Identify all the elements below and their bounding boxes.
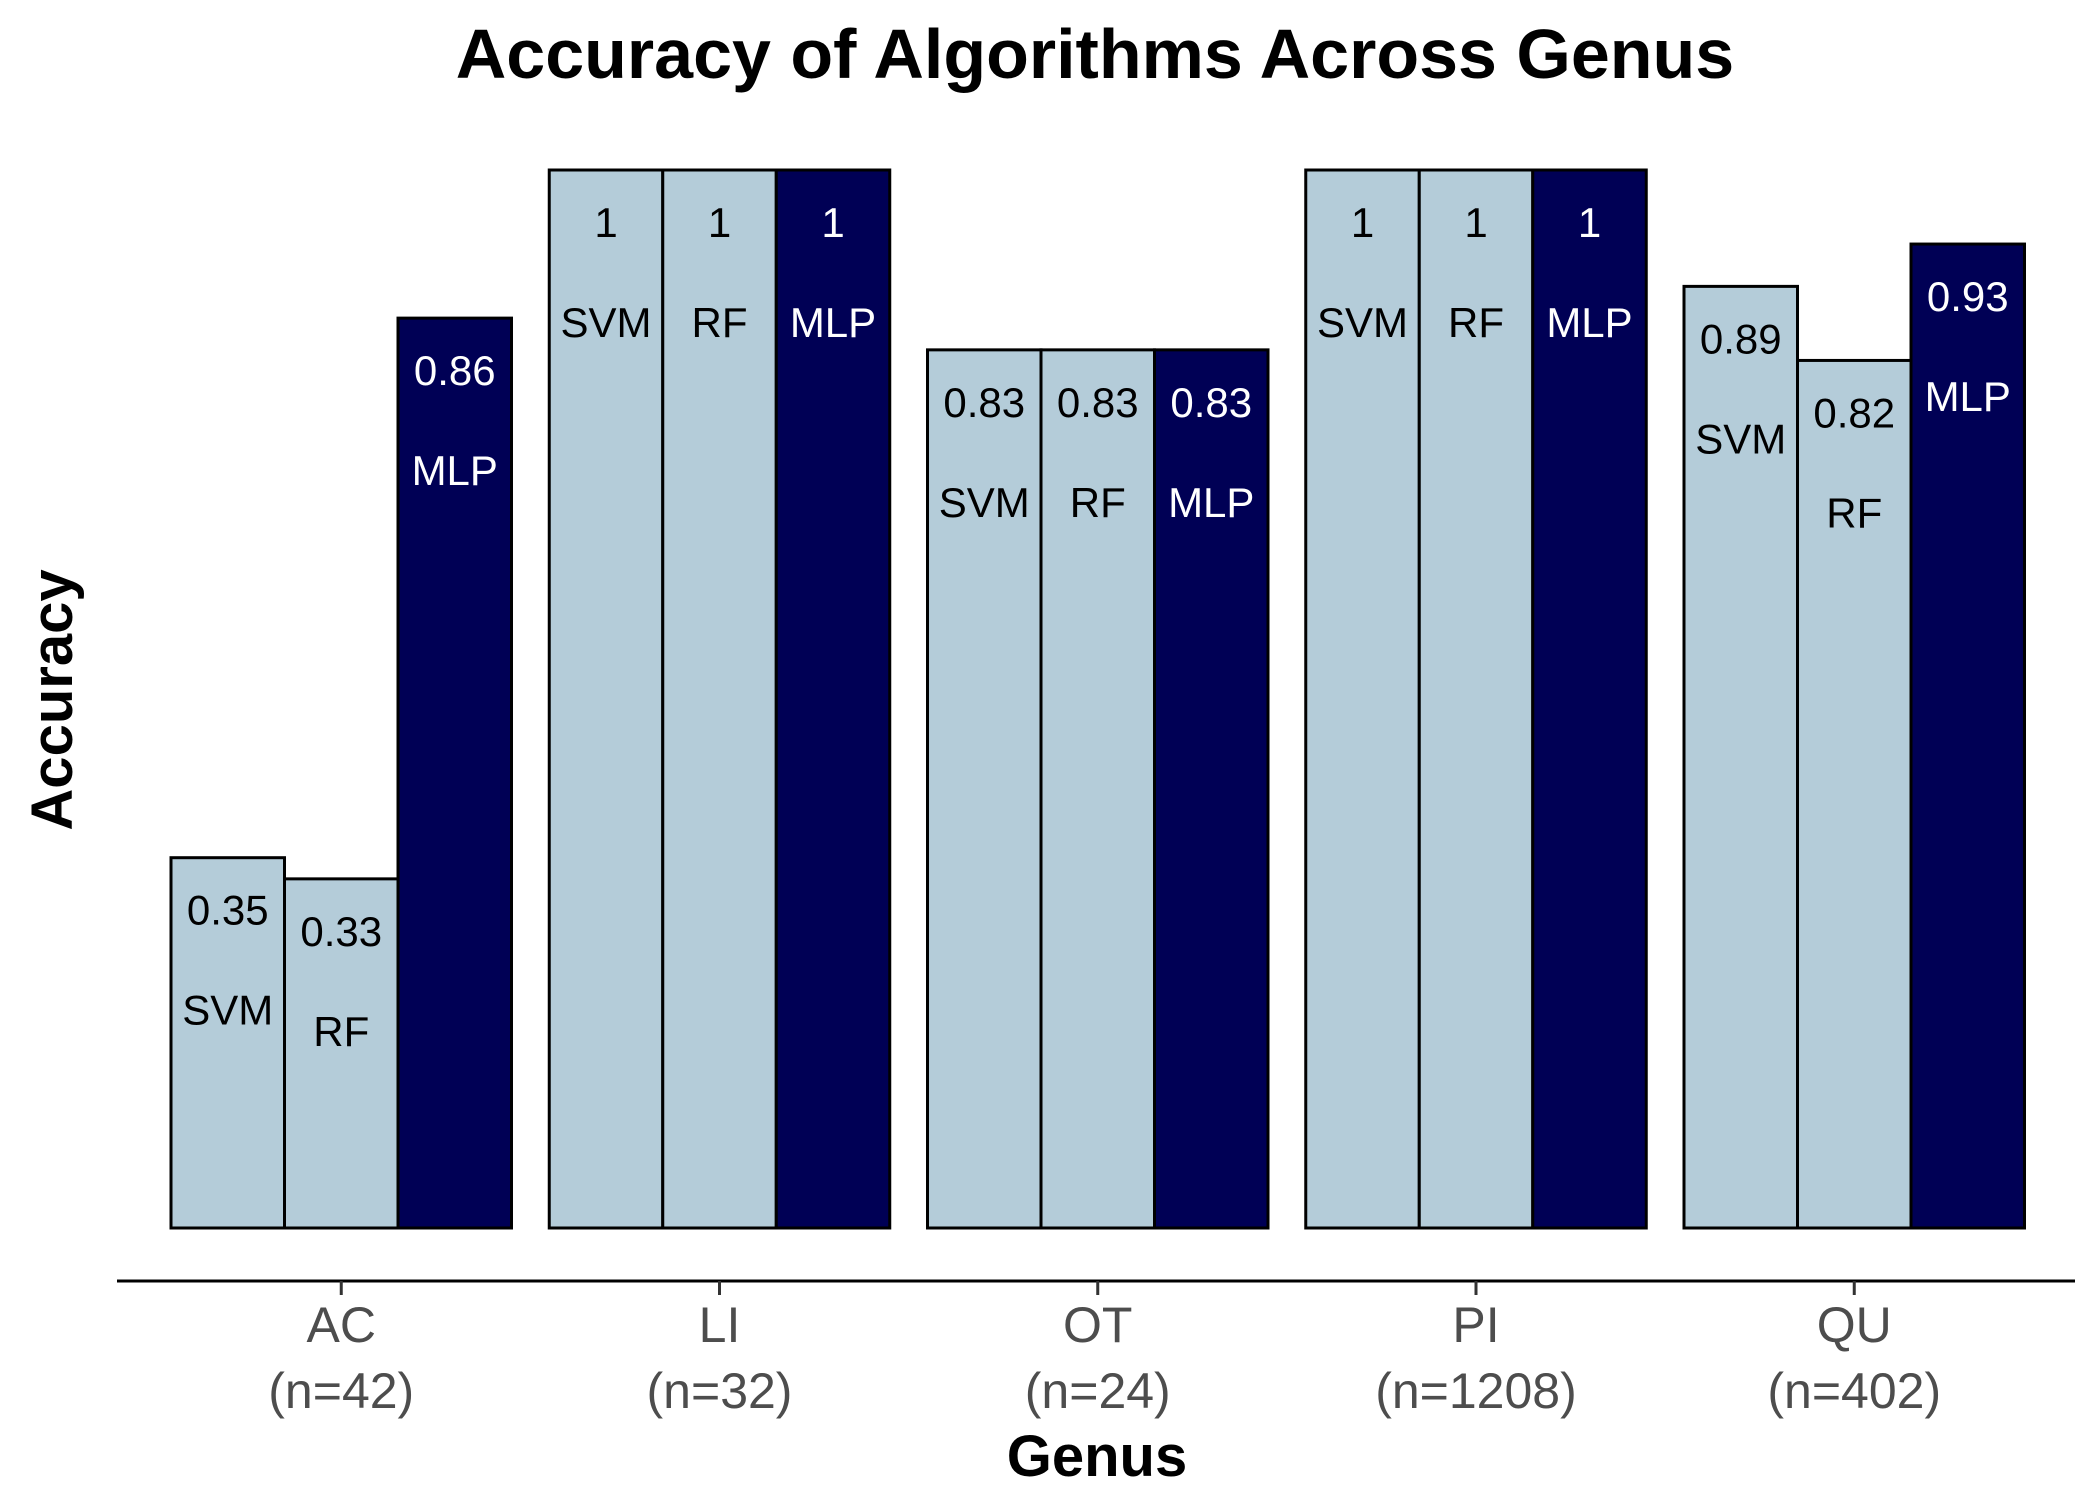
bar-series-label: RF [1448,299,1504,346]
bar-value-label: 0.89 [1700,315,1782,362]
bar-svm-pi [1304,168,1421,1230]
bar-labels-group: 0.35 SVM 0.33 RF 0.86 MLP 1 SVM 1 RF 1 MLP 0.83 SVM 0.… [182,199,2011,1055]
bar-mlp-qu [1909,242,2026,1230]
bar-svm-qu [1682,284,1799,1230]
bar-series-label: MLP [790,299,876,346]
bar-series-label: MLP [1546,299,1632,346]
bar-value-label: 1 [594,199,617,246]
chart-title: Accuracy of Algorithms Across Genus [456,15,1735,93]
bar-rf-qu [1796,358,1913,1230]
bar-value-label: 0.35 [187,887,269,934]
bar-series-label: RF [1070,479,1126,526]
bar-value-label: 1 [1464,199,1487,246]
bar-series-label: SVM [1695,415,1786,462]
bar-value-label: 1 [1578,199,1601,246]
bar-value-label: 1 [1351,199,1374,246]
bar-mlp-ac [396,316,513,1230]
bar-series-label: SVM [182,987,273,1034]
bar-value-label: 0.86 [414,347,496,394]
bar-mlp-ot [1153,348,1270,1230]
x-tick-label: LI [699,1297,741,1353]
x-tick-label: PI [1452,1297,1499,1353]
x-tick-count-label: (n=24) [1025,1363,1171,1419]
bar-value-label: 0.83 [1170,379,1252,426]
bars-group [169,168,2026,1230]
bar-value-label: 0.83 [1057,379,1139,426]
x-axis-title: Genus [1007,1424,1188,1489]
bar-series-label: RF [1826,489,1882,536]
bar-value-label: 0.83 [943,379,1025,426]
bar-series-label: SVM [560,299,651,346]
bar-value-label: 1 [821,199,844,246]
x-tick-count-label: (n=32) [647,1363,793,1419]
bar-mlp-li [774,168,892,1230]
x-tick-count-label: (n=42) [268,1363,414,1419]
bar-series-label: MLP [1925,373,2011,420]
y-axis-title: Accuracy [20,569,85,830]
bar-series-label: SVM [1317,299,1408,346]
bar-series-label: RF [692,299,748,346]
x-tick-count-label: (n=402) [1767,1363,1941,1419]
bar-value-label: 0.33 [300,908,382,955]
x-tick-label: OT [1063,1297,1132,1353]
bar-mlp-pi [1531,168,1648,1230]
x-tick-label: QU [1817,1297,1892,1353]
x-ticks-group: AC (n=42) LI (n=32) OT (n=24) PI (n=1208) QU (n=4… [268,1281,1941,1419]
bar-series-label: RF [313,1008,369,1055]
bar-value-label: 0.82 [1813,389,1895,436]
x-tick-count-label: (n=1208) [1375,1363,1577,1419]
bar-series-label: SVM [939,479,1030,526]
bar-rf-pi [1417,168,1535,1230]
bar-value-label: 0.93 [1927,273,2009,320]
bar-value-label: 1 [708,199,731,246]
bar-series-label: MLP [1168,479,1254,526]
bar-rf-ac [283,877,400,1230]
x-tick-label: AC [307,1297,376,1353]
bar-series-label: MLP [412,447,498,494]
